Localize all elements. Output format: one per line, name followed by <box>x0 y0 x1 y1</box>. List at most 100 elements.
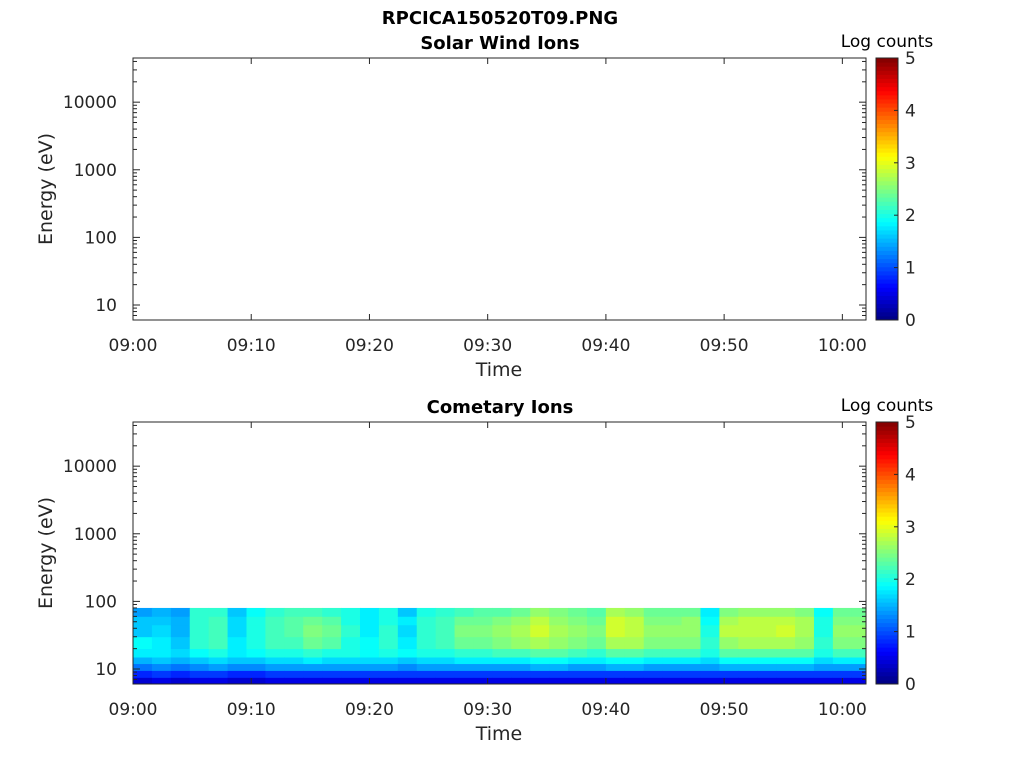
heatmap-cell <box>454 636 474 650</box>
y-tick-label: 10 <box>95 296 117 316</box>
heatmap-cell <box>757 616 777 626</box>
colorbar-segment <box>876 250 898 255</box>
heatmap-cell <box>851 624 867 638</box>
heatmap-cell <box>530 624 550 638</box>
heatmap-cell <box>170 677 191 685</box>
heatmap-cell <box>208 624 228 638</box>
heatmap-cell <box>189 636 210 650</box>
heatmap-cell <box>151 624 172 638</box>
colorbar-tick-label: 4 <box>905 465 916 485</box>
heatmap-cell <box>378 607 399 617</box>
heatmap-cell <box>813 624 834 638</box>
colorbar-segment <box>876 503 898 509</box>
colorbar-segment <box>876 467 898 472</box>
heatmap-cell <box>189 648 210 658</box>
colorbar-tick-label: 4 <box>905 101 916 121</box>
colorbar-segment <box>876 152 898 157</box>
y-tick-label: 100 <box>85 592 117 612</box>
heatmap-cell <box>284 657 304 665</box>
heatmap-cell <box>284 636 304 650</box>
heatmap-cell <box>435 636 455 650</box>
heatmap-cell <box>795 657 815 665</box>
colorbar-segment <box>876 422 898 427</box>
heatmap-cell <box>265 663 285 671</box>
heatmap-cell <box>738 607 758 617</box>
colorbar-segment <box>876 213 898 219</box>
heatmap-cell <box>151 670 172 678</box>
x-tick-label: 09:50 <box>700 336 749 356</box>
heatmap-cell <box>511 624 531 638</box>
colorbar-segment <box>876 602 898 607</box>
heatmap-cell <box>605 636 626 650</box>
heatmap-cell <box>851 616 867 626</box>
heatmap-cell <box>473 663 493 671</box>
heatmap-cell <box>624 607 645 617</box>
colorbar-segment <box>876 234 898 239</box>
heatmap-cell <box>416 636 437 650</box>
colorbar-segment <box>876 180 898 186</box>
colorbar-segment <box>876 434 898 439</box>
heatmap-cell <box>757 663 777 671</box>
heatmap-cell <box>378 636 399 650</box>
heatmap-cell <box>435 670 455 678</box>
heatmap-cell <box>700 657 720 665</box>
heatmap-cell <box>265 657 285 665</box>
colorbar-segment <box>876 246 898 251</box>
cometary-axes: 09:00 09:10 09:20 09:30 09:40 09:50 10:00 10 100… <box>63 421 867 720</box>
colorbar-segment <box>876 229 898 235</box>
heatmap-cell <box>246 648 266 658</box>
colorbar-segment <box>876 536 898 542</box>
heatmap-cell <box>624 636 645 650</box>
colorbar-segment <box>876 315 898 321</box>
colorbar-segment <box>876 160 898 165</box>
heatmap-cell <box>341 663 361 671</box>
solar-wind-ylabel: Energy (eV) <box>35 133 57 245</box>
heatmap-cell <box>586 663 607 671</box>
heatmap-cell <box>530 607 550 617</box>
heatmap-cell <box>322 624 342 638</box>
colorbar-segment <box>876 438 898 443</box>
heatmap-cell <box>681 636 701 650</box>
heatmap-cell <box>719 657 739 665</box>
colorbar-segment <box>876 115 898 120</box>
heatmap-cell <box>322 663 342 671</box>
colorbar-segment <box>876 58 898 63</box>
heatmap-cell <box>776 648 796 658</box>
colorbar-segment <box>876 679 898 685</box>
heatmap-cell <box>511 670 531 678</box>
heatmap-cell <box>549 670 569 678</box>
colorbar-segment <box>876 189 898 194</box>
heatmap-cell <box>662 648 682 658</box>
heatmap-cell <box>776 657 796 665</box>
solar-wind-colorbar: 0 1 2 3 4 5 <box>875 49 916 331</box>
heatmap-cell <box>208 657 228 665</box>
colorbar-segment <box>876 86 898 92</box>
x-tick-label: 10:00 <box>818 336 867 356</box>
colorbar-segment <box>876 524 898 529</box>
colorbar-segment <box>876 111 898 116</box>
heatmap-cell <box>378 616 399 626</box>
heatmap-cell <box>189 624 210 638</box>
heatmap-cell <box>227 663 247 671</box>
heatmap-cell <box>473 657 493 665</box>
colorbar-segment <box>876 618 898 624</box>
colorbar-segment <box>876 598 898 603</box>
heatmap-cell <box>246 636 266 650</box>
heatmap-cell <box>530 657 550 665</box>
heatmap-cell <box>397 657 418 665</box>
heatmap-cell <box>397 607 418 617</box>
heatmap-cell <box>454 670 474 678</box>
heatmap-cell <box>776 670 796 678</box>
colorbar-segment <box>876 74 898 79</box>
colorbar-segment <box>876 655 898 660</box>
heatmap-cell <box>284 616 304 626</box>
heatmap-cell <box>170 607 191 617</box>
heatmap-cell <box>133 624 153 638</box>
heatmap-cell <box>530 648 550 658</box>
x-tick-label: 10:00 <box>818 700 867 720</box>
colorbar-segment <box>876 512 898 517</box>
heatmap-cell <box>397 663 418 671</box>
heatmap-cell <box>227 624 247 638</box>
heatmap-cell <box>568 607 588 617</box>
heatmap-cell <box>208 616 228 626</box>
